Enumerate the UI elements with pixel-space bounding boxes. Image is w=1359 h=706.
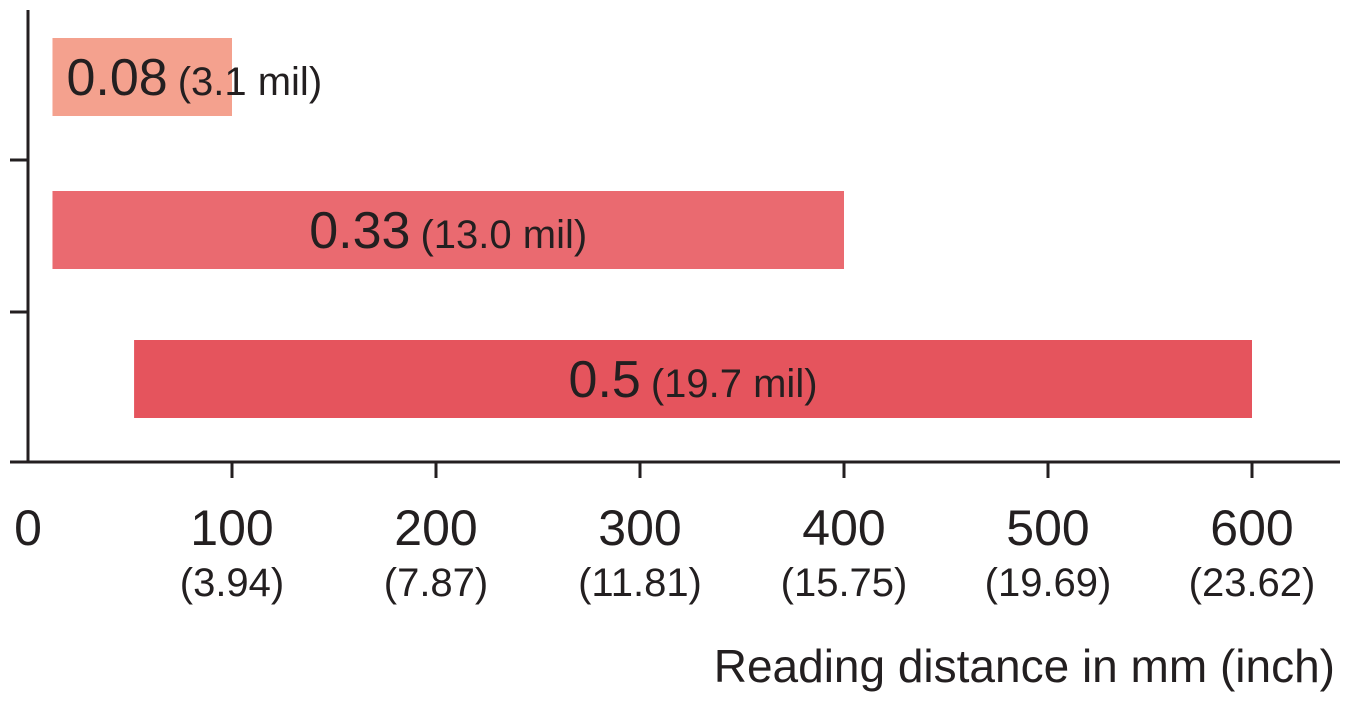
ticks-layer: 0 100 (3.94) 200 (7.87) 300 (11.81) 400 (15.75) 5… (10, 158, 1316, 605)
x-axis-label: Reading distance in mm (inch) (714, 640, 1335, 692)
bars-layer: 0.08 (3.1 mil) 0.33 (13.0 mil) 0.5 (19.7 mil) (52, 38, 1253, 418)
bar-label: 0.08 (3.1 mil) (66, 49, 322, 107)
x-tick-sublabel: (7.87) (384, 561, 489, 605)
x-tick-sublabel: (11.81) (578, 561, 702, 605)
x-tick-sublabel: (15.75) (781, 561, 908, 605)
bar-mil-label: (3.1 mil) (178, 60, 322, 104)
x-tick-label: 0 (14, 500, 42, 556)
bar (134, 340, 1253, 418)
bar-value-label: 0.08 (66, 49, 167, 107)
x-tick-label: 300 (598, 500, 681, 556)
x-tick-label: 600 (1210, 500, 1293, 556)
bar-value-label: 0.33 (309, 202, 410, 260)
bar-mil-label: (13.0 mil) (420, 213, 587, 257)
bar-mil-label: (19.7 mil) (651, 362, 818, 406)
bar (52, 38, 233, 116)
x-tick-label: 200 (394, 500, 477, 556)
x-tick-label: 500 (1006, 500, 1089, 556)
bar-label: 0.5 (19.7 mil) (569, 351, 818, 409)
bar-value-label: 0.5 (569, 351, 641, 409)
x-tick-sublabel: (19.69) (985, 561, 1112, 605)
bar (52, 191, 845, 269)
x-tick-sublabel: (3.94) (180, 561, 285, 605)
x-tick-label: 100 (190, 500, 273, 556)
x-tick-sublabel: (23.62) (1189, 561, 1316, 605)
x-tick-label: 400 (802, 500, 885, 556)
bar-label: 0.33 (13.0 mil) (309, 202, 587, 260)
